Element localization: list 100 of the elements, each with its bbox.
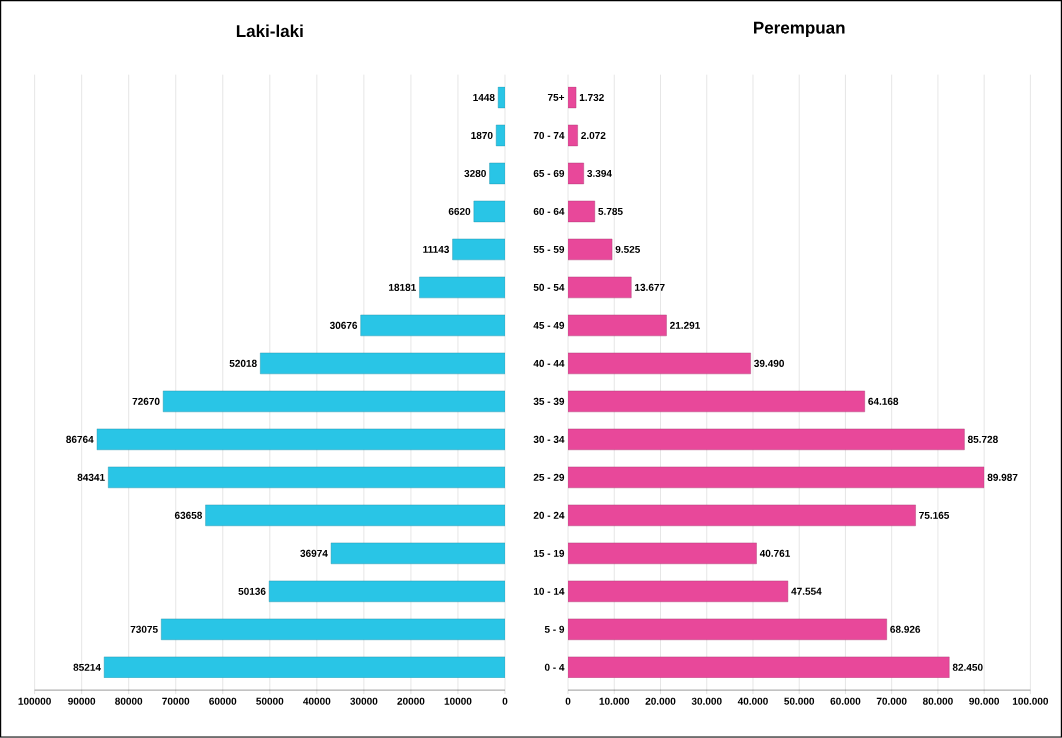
- x-tick-label: 60000: [209, 697, 237, 705]
- y-tick-label: 25 - 29: [533, 473, 565, 482]
- bar: [568, 466, 985, 489]
- data-label: 72670: [132, 397, 160, 406]
- y-tick-label: 50 - 54: [533, 284, 565, 292]
- data-label: 13.677: [635, 283, 665, 292]
- y-tick-label: 75+: [547, 94, 565, 102]
- data-label: 36974: [300, 549, 328, 558]
- data-label: 82.450: [952, 663, 983, 671]
- x-tick-label: 100.000: [1012, 697, 1049, 705]
- bar: [568, 618, 887, 641]
- bar: [360, 314, 505, 337]
- data-label: 6620: [448, 208, 471, 216]
- data-label: 2.072: [581, 132, 606, 140]
- data-label: 1448: [473, 94, 495, 102]
- x-tick-label: 50.000: [784, 697, 815, 705]
- y-tick-label: 70 - 74: [533, 132, 565, 140]
- bar: [205, 504, 505, 527]
- bar: [268, 580, 505, 603]
- bar: [162, 390, 505, 413]
- y-tick-label: 5 - 9: [544, 625, 565, 633]
- data-label: 73075: [130, 625, 158, 634]
- data-label: 47.554: [791, 587, 822, 595]
- data-label: 75.165: [919, 511, 950, 520]
- y-tick-label: 0 - 4: [544, 663, 565, 671]
- bar: [419, 276, 505, 299]
- bar: [568, 276, 632, 299]
- data-label: 1.732: [579, 94, 604, 102]
- bar: [568, 656, 950, 679]
- bar: [568, 428, 965, 451]
- data-label: 18181: [389, 284, 416, 292]
- data-label: 52018: [229, 359, 257, 368]
- x-tick-label: 40000: [303, 697, 331, 705]
- x-tick-label: 10.000: [599, 697, 630, 705]
- bar: [568, 580, 789, 603]
- bar: [103, 656, 505, 679]
- y-tick-label: 10 - 14: [533, 587, 565, 596]
- data-label: 89.987: [987, 473, 1018, 482]
- bar: [568, 352, 751, 375]
- data-label: 63658: [174, 511, 203, 520]
- y-tick-label: 35 - 39: [533, 397, 565, 406]
- bar: [568, 162, 584, 185]
- data-label: 11143: [423, 246, 450, 254]
- bar: [108, 466, 505, 489]
- bar: [96, 428, 505, 451]
- data-label: 40.761: [759, 549, 791, 558]
- data-label: 84341: [77, 473, 105, 482]
- bar: [330, 542, 505, 565]
- x-tick-label: 20000: [397, 697, 425, 705]
- x-tick-label: 90.000: [969, 697, 1000, 705]
- data-label: 64.168: [868, 397, 899, 406]
- data-label: 3280: [464, 170, 486, 178]
- bar: [161, 618, 505, 641]
- data-label: 1870: [471, 132, 493, 140]
- x-tick-label: 30.000: [691, 697, 722, 705]
- x-tick-label: 80000: [115, 697, 143, 705]
- x-tick-label: 70.000: [876, 697, 907, 705]
- y-tick-label: 20 - 24: [533, 511, 565, 520]
- bar: [568, 504, 916, 527]
- data-label: 21.291: [670, 321, 700, 330]
- bar: [473, 200, 505, 223]
- data-label: 39.490: [754, 359, 785, 368]
- x-tick-label: 0: [502, 697, 508, 705]
- x-tick-label: 60.000: [830, 697, 861, 705]
- x-tick-label: 30000: [350, 697, 378, 705]
- y-tick-label: 60 - 64: [533, 208, 565, 216]
- data-label: 5.785: [598, 208, 623, 216]
- bar: [568, 390, 865, 413]
- bar: [568, 314, 667, 337]
- chart-title: Laki-laki: [236, 24, 303, 38]
- x-tick-label: 20.000: [645, 697, 676, 705]
- bar: [489, 162, 505, 185]
- data-label: 85.728: [967, 435, 998, 444]
- bar: [568, 124, 578, 147]
- x-tick-label: 80.000: [922, 697, 953, 705]
- y-tick-label: 30 - 34: [533, 435, 565, 444]
- x-tick-label: 10000: [444, 697, 472, 705]
- data-label: 3.394: [587, 170, 612, 178]
- data-label: 86764: [66, 435, 94, 444]
- data-label: 30676: [329, 321, 358, 330]
- chart-title: Perempuan: [754, 21, 845, 38]
- y-tick-label: 65 - 69: [533, 170, 565, 178]
- y-tick-label: 55 - 59: [533, 246, 565, 254]
- x-tick-label: 0: [565, 697, 571, 705]
- bar: [495, 124, 505, 147]
- bar: [568, 238, 613, 261]
- x-tick-label: 40.000: [737, 697, 768, 705]
- bar: [452, 238, 505, 261]
- x-tick-label: 90000: [68, 697, 96, 705]
- bar: [568, 86, 577, 109]
- y-tick-label: 45 - 49: [533, 321, 565, 330]
- y-tick-label: 40 - 44: [533, 359, 565, 368]
- data-label: 85214: [73, 663, 101, 671]
- data-label: 9.525: [615, 246, 641, 254]
- bar: [260, 352, 505, 375]
- x-tick-label: 50000: [256, 697, 284, 705]
- x-tick-label: 70000: [162, 697, 190, 705]
- bar: [568, 542, 757, 565]
- x-tick-label: 100000: [18, 697, 51, 705]
- y-tick-label: 15 - 19: [533, 549, 565, 558]
